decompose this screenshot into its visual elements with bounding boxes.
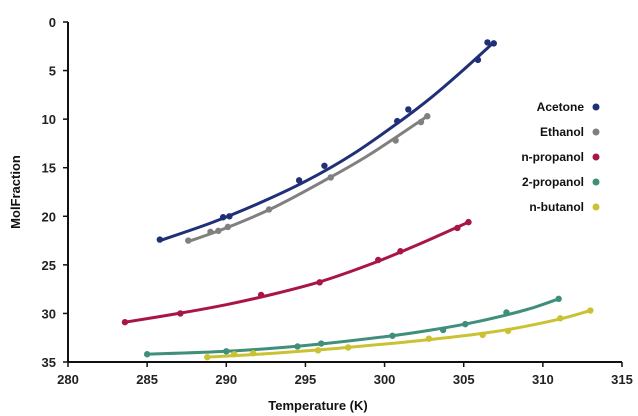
x-tick-label: 305 bbox=[453, 372, 475, 387]
y-tick-label: 0 bbox=[49, 15, 56, 30]
data-point-n-propanol bbox=[454, 224, 461, 232]
data-point-ethanol bbox=[224, 223, 232, 231]
legend-marker bbox=[592, 103, 600, 111]
data-point-ethanol bbox=[392, 137, 399, 144]
legend-label: n-propanol bbox=[521, 150, 584, 164]
data-point-2-propanol bbox=[555, 295, 562, 303]
data-point-n-propanol bbox=[397, 248, 404, 255]
data-point-n-propanol bbox=[465, 218, 472, 226]
fit-curve-ethanol bbox=[186, 114, 429, 243]
y-tick-label: 15 bbox=[42, 161, 56, 176]
data-point-2-propanol bbox=[318, 340, 325, 347]
x-tick-label: 280 bbox=[57, 372, 79, 387]
data-point-acetone bbox=[226, 213, 233, 220]
y-tick-label: 30 bbox=[42, 306, 56, 321]
x-tick-label: 285 bbox=[136, 372, 158, 387]
data-point-n-propanol bbox=[121, 318, 129, 326]
data-point-ethanol bbox=[185, 237, 192, 244]
data-point-2-propanol bbox=[389, 332, 396, 339]
x-tick-label: 290 bbox=[215, 372, 237, 387]
data-point-acetone bbox=[321, 162, 328, 169]
legend-item-n-propanol: n-propanol bbox=[521, 150, 600, 164]
fit-curve-acetone bbox=[158, 40, 496, 243]
legend-marker bbox=[592, 203, 600, 211]
legend: Acetone Ethanol n-propanol 2-propanol n-buta… bbox=[521, 100, 600, 214]
legend-marker bbox=[592, 153, 600, 161]
series-layer bbox=[121, 39, 594, 361]
y-axis-title: MolFraction bbox=[8, 155, 23, 229]
series-acetone bbox=[156, 39, 497, 243]
data-point-acetone bbox=[490, 40, 497, 47]
x-axis-title: Temperature (K) bbox=[268, 398, 367, 413]
y-tick-label: 35 bbox=[42, 355, 56, 370]
data-point-n-propanol bbox=[257, 291, 265, 299]
data-point-n-butanol bbox=[479, 331, 486, 338]
data-point-n-butanol bbox=[557, 315, 564, 322]
legend-marker bbox=[592, 128, 600, 136]
data-point-ethanol bbox=[417, 118, 425, 126]
data-point-n-propanol bbox=[177, 310, 184, 317]
legend-label: 2-propanol bbox=[522, 175, 584, 189]
data-point-acetone bbox=[474, 56, 482, 64]
data-point-2-propanol bbox=[294, 343, 301, 350]
legend-marker bbox=[592, 178, 600, 186]
x-tick-label: 315 bbox=[611, 372, 633, 387]
axes: 280 285 290 295 300 305 310 315 0 5 10 15 20 25 30 35 bbox=[42, 15, 633, 387]
data-point-n-butanol bbox=[204, 353, 211, 361]
data-point-ethanol bbox=[424, 113, 431, 120]
legend-item-ethanol: Ethanol bbox=[540, 125, 600, 139]
data-point-acetone bbox=[484, 39, 491, 46]
data-point-acetone bbox=[219, 214, 227, 221]
data-point-acetone bbox=[156, 236, 164, 243]
legend-label: n-butanol bbox=[529, 200, 584, 214]
data-point-n-butanol bbox=[314, 347, 322, 354]
data-point-2-propanol bbox=[503, 309, 510, 316]
data-point-n-butanol bbox=[231, 351, 238, 358]
y-tick-label: 25 bbox=[42, 258, 56, 273]
fit-curve-n-propanol bbox=[123, 220, 470, 324]
series-n-butanol bbox=[204, 307, 594, 361]
data-point-2-propanol bbox=[143, 351, 151, 358]
x-tick-label: 295 bbox=[295, 372, 317, 387]
data-point-2-propanol bbox=[223, 348, 230, 355]
data-point-ethanol bbox=[215, 227, 222, 235]
y-tick-label: 10 bbox=[42, 112, 56, 127]
data-point-acetone bbox=[394, 117, 401, 125]
data-point-n-propanol bbox=[316, 279, 323, 286]
data-point-acetone bbox=[405, 106, 412, 113]
series-ethanol bbox=[185, 113, 431, 244]
x-tick-label: 310 bbox=[532, 372, 554, 387]
data-point-ethanol bbox=[327, 174, 334, 181]
series-n-propanol bbox=[121, 218, 472, 326]
data-point-n-propanol bbox=[375, 256, 382, 264]
data-point-2-propanol bbox=[462, 320, 469, 328]
data-point-n-butanol bbox=[344, 344, 352, 351]
legend-label: Acetone bbox=[537, 100, 585, 114]
data-point-ethanol bbox=[265, 206, 273, 213]
data-point-2-propanol bbox=[439, 326, 447, 334]
y-tick-label: 20 bbox=[42, 209, 56, 224]
data-point-n-butanol bbox=[425, 335, 433, 342]
x-tick-label: 300 bbox=[374, 372, 396, 387]
data-point-n-butanol bbox=[249, 350, 257, 357]
legend-item-acetone: Acetone bbox=[537, 100, 600, 114]
legend-item-2-propanol: 2-propanol bbox=[522, 175, 600, 189]
data-point-acetone bbox=[295, 177, 303, 184]
y-tick-label: 5 bbox=[49, 64, 56, 79]
legend-label: Ethanol bbox=[540, 125, 584, 139]
data-point-ethanol bbox=[207, 228, 214, 236]
data-point-n-butanol bbox=[504, 327, 512, 335]
data-point-n-butanol bbox=[587, 307, 594, 314]
legend-item-n-butanol: n-butanol bbox=[529, 200, 600, 214]
series-2-propanol bbox=[143, 295, 562, 358]
